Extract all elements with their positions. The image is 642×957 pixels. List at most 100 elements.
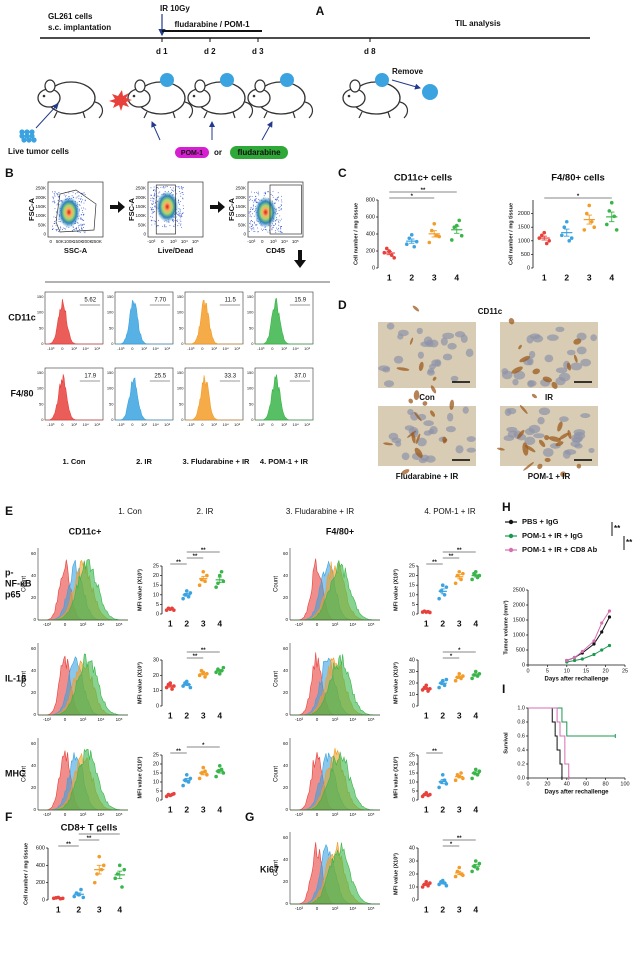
histogram [45, 299, 103, 345]
nucleus [570, 362, 583, 371]
tick-label: 0 [64, 717, 67, 722]
event [53, 196, 55, 198]
nucleus [588, 447, 595, 454]
gate-value: 37.0 [294, 374, 306, 380]
tick-label: 2000 [513, 602, 525, 608]
event [71, 195, 73, 197]
point [164, 685, 169, 690]
point [459, 771, 463, 775]
event [77, 231, 78, 233]
event [57, 199, 59, 201]
significance: ** [87, 836, 92, 842]
nucleus [580, 358, 592, 367]
event [272, 196, 274, 198]
event [52, 228, 54, 230]
tick-label: 10⁴ [293, 422, 299, 427]
tick-label: 15 [409, 770, 415, 776]
tick-label: 2500 [513, 587, 525, 593]
tick-label: 150 [247, 294, 254, 299]
event [250, 228, 252, 230]
event [157, 220, 159, 222]
event [180, 220, 182, 222]
event [253, 201, 255, 203]
point [600, 630, 604, 634]
tick-label: 10⁴ [350, 622, 357, 627]
tick-label: 40 [283, 763, 289, 768]
nucleus [524, 428, 535, 436]
event [53, 200, 55, 202]
point [592, 639, 596, 643]
point [470, 577, 474, 582]
point [115, 872, 120, 876]
panel-label: G [245, 810, 254, 824]
tick-label: 0 [33, 807, 36, 812]
panel-label: A [316, 4, 325, 18]
tick-label: 20 [409, 871, 415, 877]
event [179, 214, 180, 216]
event [279, 206, 281, 208]
tumor-cell [26, 137, 32, 143]
significance: ** [626, 538, 633, 547]
image-label: Con [419, 393, 435, 402]
event [79, 228, 81, 230]
tick-label: 0.4 [517, 747, 525, 753]
tick-label: 40 [409, 845, 415, 851]
event [169, 224, 171, 226]
tick-label: 150 [37, 294, 44, 299]
tick-label: 10⁴ [350, 906, 357, 911]
point [450, 238, 454, 242]
category-label: 4 [473, 710, 478, 720]
event [268, 191, 270, 193]
point [432, 222, 437, 226]
stain [415, 433, 421, 445]
event [179, 193, 181, 195]
axis-label: Count [22, 671, 28, 687]
stain [497, 447, 505, 451]
event [179, 203, 180, 205]
event [79, 204, 81, 206]
event [276, 219, 278, 221]
axis-label: FSC-A [27, 197, 36, 220]
event [150, 206, 152, 208]
tick-label: 10⁵ [368, 717, 375, 722]
point [201, 765, 206, 770]
tick-label: 20 [409, 761, 415, 767]
point [453, 678, 458, 683]
point [473, 669, 478, 674]
tick-label: 0 [42, 897, 45, 903]
event [82, 228, 83, 230]
event [278, 224, 280, 226]
tick-label: 10⁵ [304, 346, 310, 351]
event [150, 194, 152, 196]
event [171, 189, 173, 191]
point [81, 895, 86, 900]
event [84, 232, 86, 234]
event [176, 220, 177, 222]
event [80, 197, 82, 199]
tick-label: 10⁵ [164, 346, 170, 351]
event [167, 186, 168, 188]
tick-label: 0.6 [517, 733, 525, 739]
event [273, 225, 275, 226]
nucleus [397, 333, 404, 340]
nucleus [423, 420, 434, 427]
label: or [214, 148, 222, 157]
tick-label: 10⁴ [83, 346, 89, 351]
nucleus [537, 416, 545, 425]
point [76, 893, 81, 897]
point [461, 674, 465, 678]
event [254, 200, 256, 202]
point [201, 670, 206, 675]
event [280, 195, 282, 197]
event [163, 186, 165, 188]
event [151, 213, 153, 215]
tick-label: 10⁵ [368, 622, 375, 627]
point [405, 242, 409, 246]
event [152, 200, 154, 202]
point [457, 569, 462, 574]
event [253, 215, 255, 217]
row-label: IL-1β [5, 673, 27, 683]
event [83, 223, 85, 225]
stain [511, 366, 523, 374]
event [271, 229, 273, 231]
